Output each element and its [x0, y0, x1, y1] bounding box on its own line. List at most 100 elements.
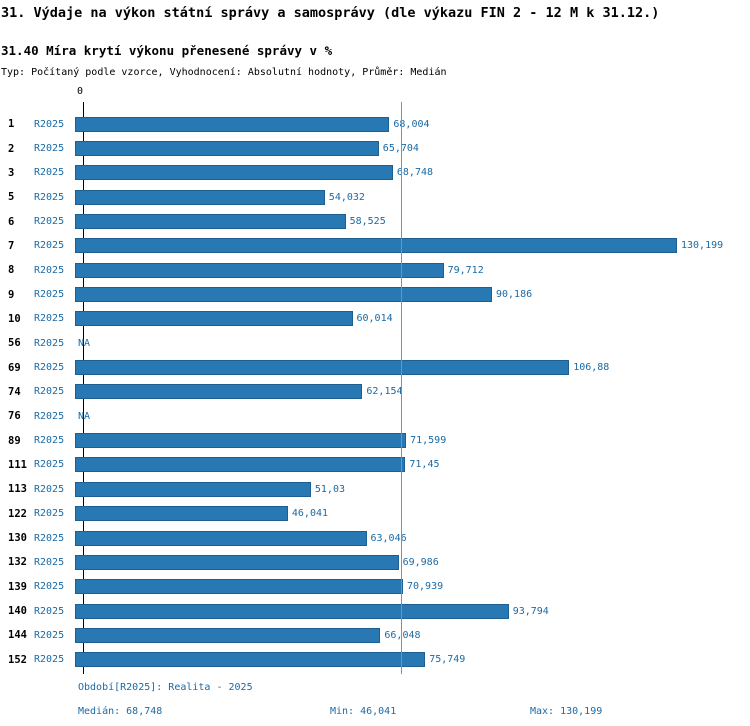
category-label: 89: [8, 434, 21, 447]
series-label: R2025: [34, 459, 65, 471]
bar: [75, 141, 379, 157]
bar-row: 152 R2025 75,749: [0, 648, 750, 672]
plot-area: 46,041: [75, 502, 750, 526]
footer-period: Období[R2025]: Realita - 2025: [78, 682, 253, 693]
plot-area: 106,88: [75, 355, 750, 379]
series-label: R2025: [34, 410, 65, 422]
category-label: 74: [8, 385, 21, 398]
series-label: R2025: [34, 654, 65, 666]
bar-row: 56 R2025 NA: [0, 331, 750, 355]
plot-area: 63,046: [75, 526, 750, 550]
plot-area: 65,704: [75, 136, 750, 160]
value-label: 68,748: [396, 167, 434, 179]
value-label: 66,048: [384, 629, 421, 641]
bar: [75, 506, 288, 522]
series-label: R2025: [34, 386, 65, 398]
category-label: 10: [8, 312, 21, 325]
bar-row: 76 R2025 NA: [0, 404, 750, 428]
category-label: 6: [8, 215, 15, 228]
plot-area: 69,986: [75, 550, 750, 574]
plot-area: 68,748: [75, 161, 750, 185]
bar: [75, 627, 381, 643]
bar: [75, 481, 311, 497]
series-label: R2025: [34, 118, 65, 130]
plot-area: 58,525: [75, 209, 750, 233]
category-label: 76: [8, 410, 21, 423]
value-label: 62,154: [366, 386, 403, 398]
bar-row: 130 R2025 63,046: [0, 526, 750, 550]
category-label: 2: [8, 142, 15, 155]
plot-area: 93,794: [75, 599, 750, 623]
plot-area: 62,154: [75, 380, 750, 404]
category-label: 69: [8, 361, 21, 374]
category-label: 113: [8, 483, 27, 496]
value-label: 79,712: [447, 264, 484, 276]
series-label: R2025: [34, 143, 65, 155]
bar: [75, 603, 509, 619]
category-label: 140: [8, 605, 27, 618]
bar-row: 7 R2025 130,199: [0, 234, 750, 258]
bar: [75, 433, 407, 449]
series-label: R2025: [34, 240, 65, 252]
bar: [75, 165, 393, 181]
category-label: 7: [8, 239, 15, 252]
plot-area: 71,599: [75, 428, 750, 452]
value-label: 51,03: [314, 483, 345, 495]
plot-area: 51,03: [75, 477, 750, 501]
bar-row: 122 R2025 46,041: [0, 502, 750, 526]
bar-row: 1 R2025 68,004: [0, 112, 750, 136]
bar: [75, 116, 390, 132]
median-line: [400, 102, 402, 674]
value-label: 93,794: [512, 605, 549, 617]
footer-median: Medián: 68,748: [78, 706, 163, 717]
plot-area: 90,186: [75, 282, 750, 306]
bar-row: 8 R2025 79,712: [0, 258, 750, 282]
series-label: R2025: [34, 313, 65, 325]
series-label: R2025: [34, 508, 65, 520]
plot-area: 75,749: [75, 648, 750, 672]
bar-row: 2 R2025 65,704: [0, 136, 750, 160]
series-label: R2025: [34, 532, 65, 544]
plot-area: NA: [75, 331, 750, 355]
category-label: 122: [8, 507, 27, 520]
plot-area: 54,032: [75, 185, 750, 209]
bar-chart: 0 1 R2025 68,004 2 R2025 65,704 3 R2025 68,748 5 R…: [0, 86, 750, 676]
bar-row: 9 R2025 90,186: [0, 282, 750, 306]
bar: [75, 554, 399, 570]
category-label: 8: [8, 264, 15, 277]
category-label: 3: [8, 166, 15, 179]
value-label: 58,525: [349, 216, 386, 228]
category-label: 111: [8, 458, 27, 471]
series-label: R2025: [34, 289, 65, 301]
category-label: 139: [8, 580, 27, 593]
plot-area: 130,199: [75, 234, 750, 258]
footer-min: Min: 46,041: [330, 706, 397, 717]
plot-area: NA: [75, 404, 750, 428]
bar-row: 74 R2025 62,154: [0, 380, 750, 404]
bar-row: 5 R2025 54,032: [0, 185, 750, 209]
bar: [75, 238, 677, 254]
bar: [75, 360, 570, 376]
plot-area: 79,712: [75, 258, 750, 282]
bar-row: 140 R2025 93,794: [0, 599, 750, 623]
category-label: 5: [8, 191, 15, 204]
value-label: 106,88: [573, 362, 610, 374]
na-label: NA: [78, 410, 91, 422]
series-label: R2025: [34, 483, 65, 495]
bar: [75, 457, 406, 473]
bar-row: 10 R2025 60,014: [0, 307, 750, 331]
bar-row: 111 R2025 71,45: [0, 453, 750, 477]
category-label: 152: [8, 653, 27, 666]
bar-row: 3 R2025 68,748: [0, 161, 750, 185]
chart-subtitle: 31.40 Míra krytí výkonu přenesené správy…: [1, 43, 333, 58]
series-label: R2025: [34, 362, 65, 374]
series-label: R2025: [34, 216, 65, 228]
category-label: 56: [8, 337, 21, 350]
value-label: 70,939: [407, 581, 444, 593]
footer-max: Max: 130,199: [530, 706, 603, 717]
category-label: 1: [8, 118, 15, 131]
series-label: R2025: [34, 629, 65, 641]
bar: [75, 579, 403, 595]
value-label: 130,199: [681, 240, 724, 252]
category-label: 132: [8, 556, 27, 569]
